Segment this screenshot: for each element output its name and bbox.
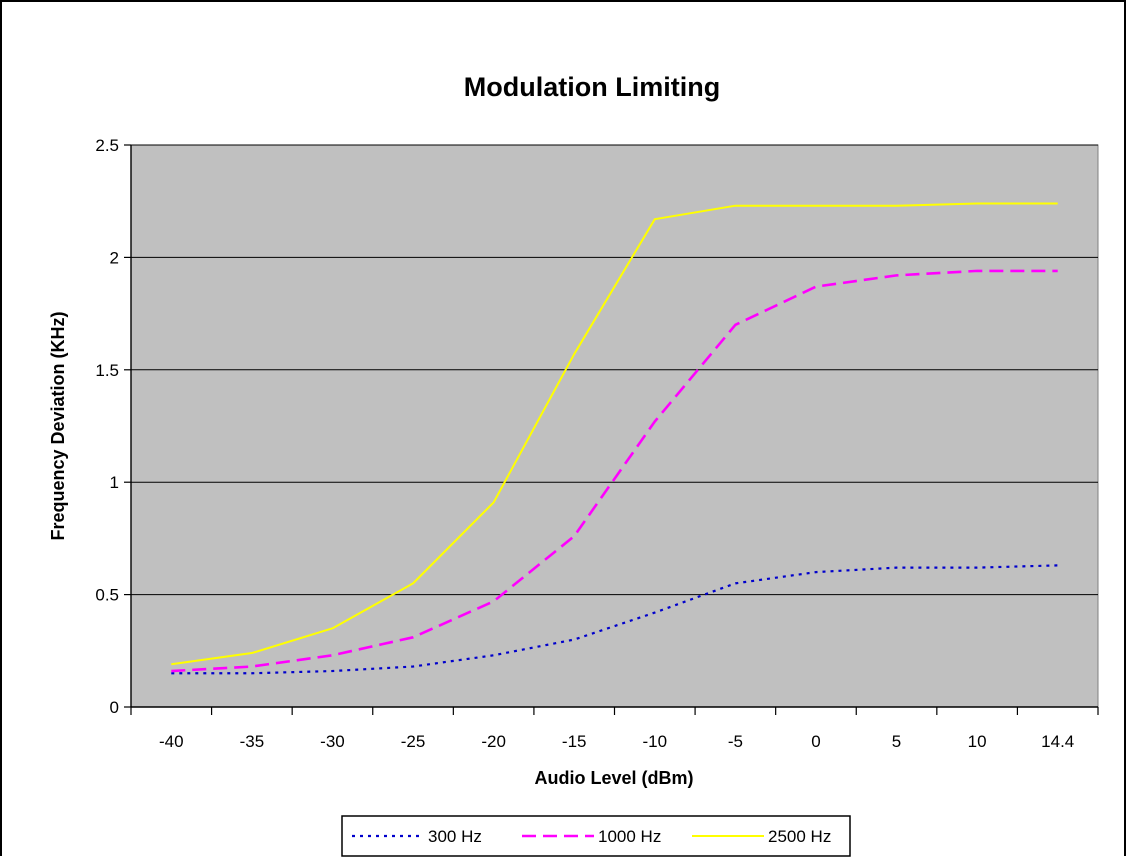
x-tick-label: -25 [401, 732, 426, 751]
series-line-1000-hz [171, 269, 1058, 673]
legend-entry: 1000 Hz [598, 827, 661, 846]
x-tick-label: -20 [481, 732, 506, 751]
y-tick-label: 2.5 [95, 136, 119, 155]
x-tick-label: 5 [892, 732, 901, 751]
x-tick-label: -10 [643, 732, 668, 751]
chart-title: Modulation Limiting [464, 72, 720, 102]
axes [124, 144, 1099, 715]
y-tick-label: 1 [110, 473, 119, 492]
y-tick-label: 0.5 [95, 586, 119, 605]
x-tick-label: 14.4 [1041, 732, 1074, 751]
x-tick-label: -40 [159, 732, 184, 751]
y-tick-label: 2 [110, 248, 119, 267]
legend: 300 Hz 1000 Hz 2500 Hz [341, 815, 851, 857]
x-tick-label: -5 [728, 732, 743, 751]
x-tick-label: -15 [562, 732, 587, 751]
series-lines [171, 202, 1058, 675]
x-tick-label: -30 [320, 732, 345, 751]
y-tick-label: 0 [110, 698, 119, 717]
x-tick-label: -35 [240, 732, 265, 751]
series-line-2500-hz [171, 202, 1058, 666]
legend-entry: 2500 Hz [768, 827, 831, 846]
x-tick-label: 10 [968, 732, 987, 751]
x-axis-label: Audio Level (dBm) [534, 768, 693, 788]
legend-entry: 300 Hz [428, 827, 482, 846]
legend-box [341, 815, 851, 857]
x-tick-labels: -40 -35 -30 -25 -20 -15 -10 -5 0 5 10 14.4 [159, 732, 1074, 751]
gridlines [131, 144, 1098, 596]
plot-area [130, 144, 1099, 708]
y-axis-label: Frequency Deviation (KHz) [48, 311, 68, 540]
x-tick-label: 0 [811, 732, 820, 751]
y-tick-label: 1.5 [95, 361, 119, 380]
y-tick-labels: 0 0.5 1 1.5 2 2.5 [95, 136, 119, 717]
